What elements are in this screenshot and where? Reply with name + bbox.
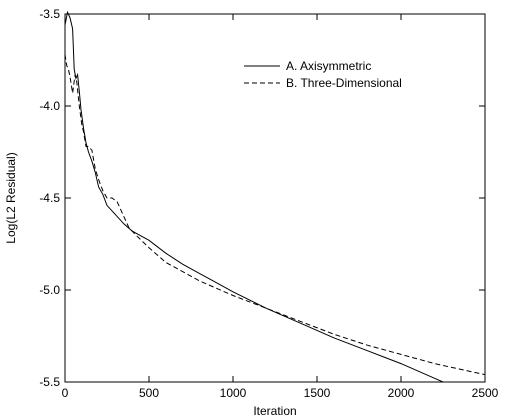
x-tick-label: 0 — [62, 386, 69, 400]
x-tick-label: 1500 — [304, 386, 331, 400]
plot-frame — [64, 13, 486, 383]
y-axis-ticks: -3.5 -4.0 -4.5 -5.0 -5.5 — [39, 7, 485, 389]
y-tick-label: -4.5 — [39, 191, 60, 205]
y-tick-label: -3.5 — [39, 7, 60, 21]
series-line-axisymmetric — [64, 10, 444, 383]
series-lines — [64, 10, 486, 383]
x-tick-label: 2000 — [388, 386, 415, 400]
series-line-three-dimensional — [64, 54, 486, 376]
legend: A. Axisymmetric B. Three-Dimensional — [244, 59, 402, 90]
x-tick-label: 2500 — [472, 386, 499, 400]
y-tick-label: -5.5 — [39, 375, 60, 389]
x-axis-title: Iteration — [253, 404, 296, 418]
legend-label-three-dimensional: B. Three-Dimensional — [286, 76, 402, 90]
x-tick-label: 1000 — [220, 386, 247, 400]
x-tick-label: 500 — [139, 386, 159, 400]
y-tick-label: -4.0 — [39, 99, 60, 113]
x-axis-ticks: 0 500 1000 1500 2000 2500 — [62, 14, 499, 400]
legend-label-axisymmetric: A. Axisymmetric — [286, 59, 371, 73]
y-tick-label: -5.0 — [39, 283, 60, 297]
y-axis-title: Log(L2 Residual) — [4, 152, 18, 243]
